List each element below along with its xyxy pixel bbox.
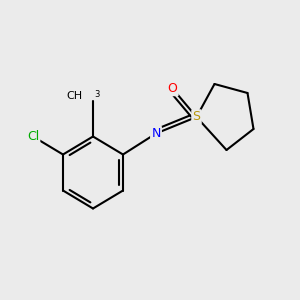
Text: O: O bbox=[168, 82, 177, 95]
Text: 3: 3 bbox=[94, 90, 100, 99]
Text: N: N bbox=[151, 127, 161, 140]
Text: S: S bbox=[193, 110, 200, 124]
Text: CH: CH bbox=[66, 91, 82, 101]
Text: Cl: Cl bbox=[27, 130, 39, 143]
